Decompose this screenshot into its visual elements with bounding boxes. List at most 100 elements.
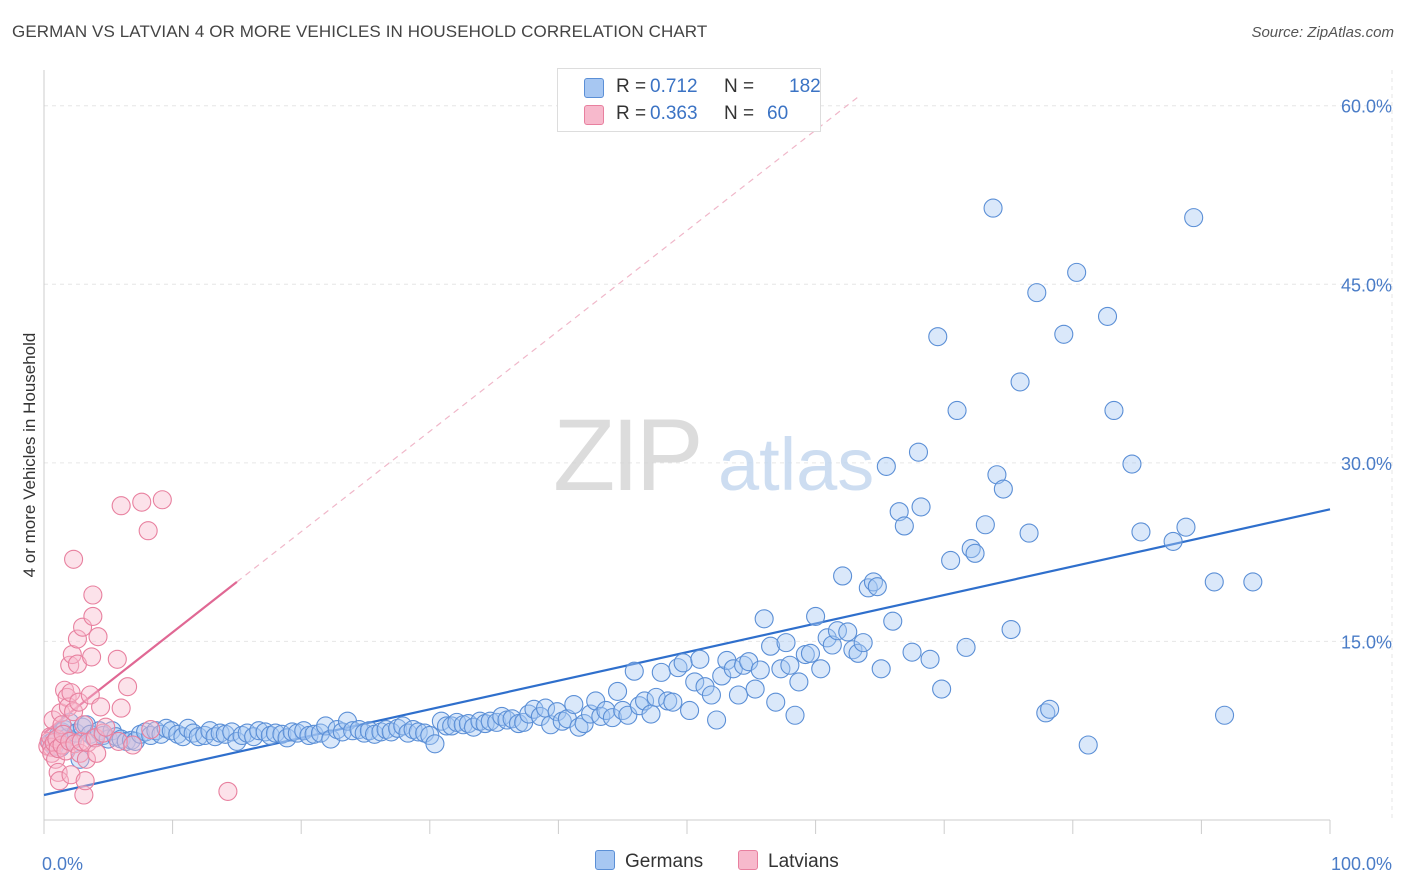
germans-point: [941, 550, 961, 571]
germans-point: [470, 711, 490, 731]
trend-lines: [43, 94, 1331, 797]
germans-point: [425, 734, 445, 754]
germans-point: [156, 718, 176, 738]
germans-point: [183, 723, 203, 743]
germans-point: [920, 649, 940, 669]
germans-point: [853, 633, 873, 653]
latvians-label: Latvians: [768, 851, 839, 872]
germans-point: [332, 722, 352, 742]
germans-point: [641, 704, 661, 724]
germans-point: [480, 711, 500, 731]
germans-point: [552, 711, 572, 731]
germans-point: [766, 692, 786, 712]
latvians-swatch: [584, 105, 604, 125]
chart-title: GERMAN VS LATVIAN 4 OR MORE VEHICLES IN …: [12, 22, 708, 41]
germans-point: [754, 609, 774, 629]
n-value: 182: [789, 76, 821, 97]
germans-point: [947, 400, 967, 421]
germans-point: [987, 465, 1007, 485]
latvians-point: [67, 629, 87, 649]
latvians-point: [111, 496, 131, 516]
germans-point: [586, 691, 606, 711]
latvians-point: [152, 490, 172, 510]
germans-point: [608, 681, 628, 701]
latvians-point: [76, 749, 96, 769]
latvians-swatch: [738, 850, 758, 870]
germans-point: [1067, 262, 1087, 282]
latvians-point: [87, 743, 107, 763]
germans-point: [776, 633, 796, 653]
germans-point: [381, 722, 401, 742]
axes: [43, 70, 1331, 834]
germans-point: [685, 672, 705, 692]
germans-point: [458, 714, 478, 734]
grid-lines: [44, 70, 1393, 820]
germans-point: [1184, 208, 1204, 228]
germans-point: [1163, 531, 1183, 551]
latvians-point: [75, 771, 95, 791]
germans-point: [827, 621, 848, 641]
germans-point: [745, 679, 765, 699]
latvians-point: [91, 697, 111, 717]
germans-point: [244, 727, 264, 747]
germans-point: [1131, 522, 1151, 542]
latvians-point: [62, 644, 82, 665]
latvians-point: [88, 627, 108, 647]
latvians-point: [218, 781, 238, 801]
latvians-point: [83, 585, 103, 605]
x-tick-label: 100.0%: [1331, 854, 1392, 874]
germans-point: [130, 724, 150, 744]
germans-point: [867, 577, 887, 597]
latvians-point: [43, 710, 63, 730]
r-label: R =: [616, 103, 647, 124]
latvians-point: [49, 771, 69, 791]
germans-point: [785, 705, 805, 725]
latvians-trend-extension: [236, 94, 861, 583]
germans-point: [1036, 703, 1056, 723]
germans-point: [833, 566, 853, 586]
germans-point: [911, 497, 931, 517]
latvians-point: [132, 492, 152, 512]
germans-point: [651, 662, 671, 682]
germans-point: [1176, 517, 1196, 537]
latvians-point: [82, 647, 102, 667]
germans-point: [403, 719, 423, 740]
germans-point: [408, 722, 428, 742]
latvians-point: [123, 735, 143, 755]
germans-point: [750, 660, 770, 680]
germans-point: [596, 700, 616, 721]
latvians-point: [109, 731, 129, 751]
latvians-point: [96, 717, 116, 737]
germans-point: [1027, 283, 1047, 303]
germans-point: [168, 724, 188, 744]
tick-labels: 15.0% 30.0% 45.0% 60.0% 0.0% 100.0%: [42, 97, 1392, 874]
latvians-point: [74, 715, 94, 735]
latvians-point: [71, 731, 91, 751]
germans-point: [1078, 735, 1098, 755]
germans-point: [624, 661, 644, 681]
germans-point: [965, 543, 985, 563]
germans-point: [1001, 619, 1021, 640]
germans-point: [883, 611, 903, 631]
germans-point: [602, 708, 622, 728]
germans-point: [349, 719, 369, 740]
germans-point: [111, 729, 131, 749]
germans-point: [928, 327, 948, 347]
watermark-atlas: atlas: [718, 423, 874, 506]
germans-point: [161, 721, 181, 741]
germans-trend-line: [43, 508, 1331, 797]
germans-swatch: [584, 78, 604, 98]
germans-point: [932, 679, 952, 699]
germans-point: [327, 719, 347, 740]
germans-point: [564, 694, 584, 715]
latvians-point: [61, 765, 81, 785]
germans-point: [806, 606, 826, 626]
latvians-point: [141, 719, 161, 740]
germans-point: [956, 637, 976, 657]
germans-point: [1010, 372, 1030, 392]
germans-point: [690, 649, 710, 669]
watermark-zip: ZIP: [553, 398, 700, 512]
germans-point: [151, 724, 171, 744]
germans-point: [1243, 572, 1263, 592]
bottom-legend-latvians: Latvians: [738, 850, 839, 873]
